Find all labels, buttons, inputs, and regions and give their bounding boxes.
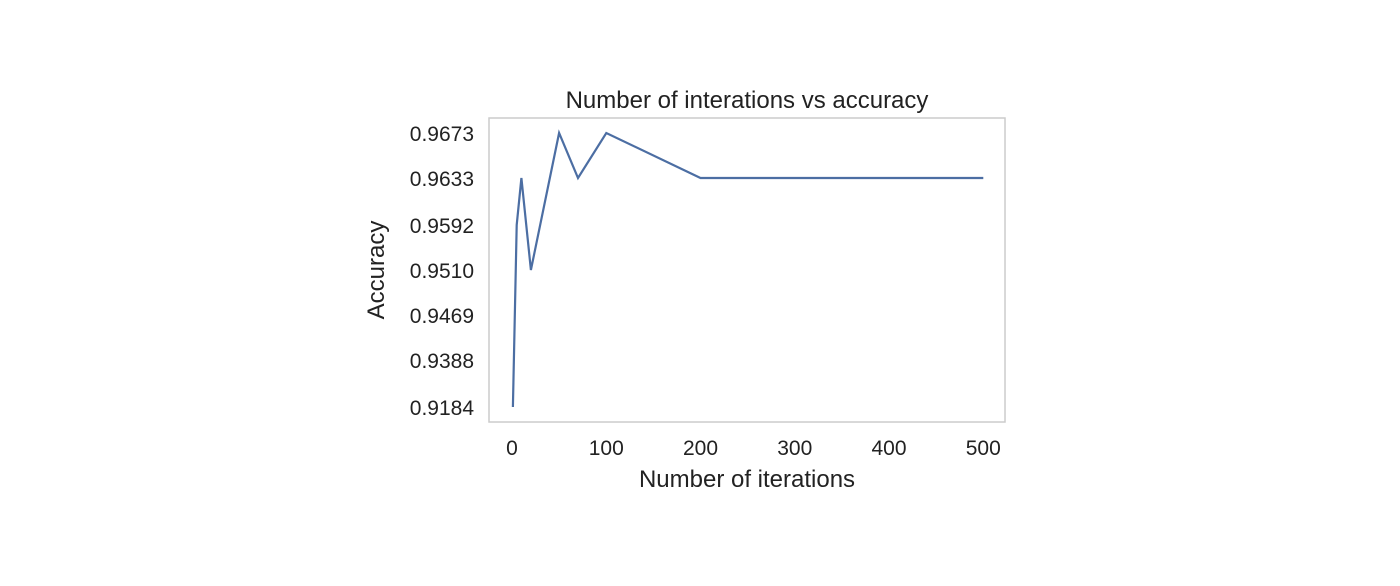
y-tick-label: 0.9673 bbox=[410, 123, 474, 146]
data-point bbox=[558, 132, 560, 134]
y-tick-label: 0.9184 bbox=[410, 397, 475, 420]
y-axis-ticks: 0.9184 0.9388 0.9469 0.9510 0.9592 0.9633 0.96… bbox=[410, 123, 475, 420]
data-point bbox=[700, 177, 702, 179]
data-point bbox=[605, 132, 607, 134]
series-line bbox=[511, 129, 984, 408]
y-tick-label: 0.9469 bbox=[410, 305, 474, 328]
x-tick-label: 400 bbox=[871, 437, 906, 460]
y-axis-title: Accuracy bbox=[363, 221, 390, 320]
x-axis-ticks: 0 100 200 300 400 500 bbox=[506, 437, 1001, 460]
y-tick-label: 0.9633 bbox=[410, 168, 474, 191]
y-tick-label: 0.9388 bbox=[410, 350, 474, 373]
chart-title: Number of interations vs accuracy bbox=[566, 87, 929, 114]
series-layer bbox=[511, 129, 984, 408]
plot-area-frame bbox=[488, 117, 1006, 423]
data-point bbox=[516, 224, 518, 226]
data-point bbox=[530, 269, 532, 271]
x-axis-title: Number of iterations bbox=[639, 466, 855, 493]
x-tick-label: 100 bbox=[589, 437, 624, 460]
x-tick-label: 200 bbox=[683, 437, 718, 460]
x-tick-label: 0 bbox=[506, 437, 518, 460]
y-tick-label: 0.9510 bbox=[410, 260, 474, 283]
data-point bbox=[577, 177, 579, 179]
data-point bbox=[982, 177, 984, 179]
x-tick-label: 300 bbox=[777, 437, 812, 460]
data-point bbox=[512, 406, 514, 408]
x-tick-label: 500 bbox=[966, 437, 1001, 460]
data-point bbox=[520, 177, 522, 179]
y-tick-label: 0.9592 bbox=[410, 215, 474, 238]
